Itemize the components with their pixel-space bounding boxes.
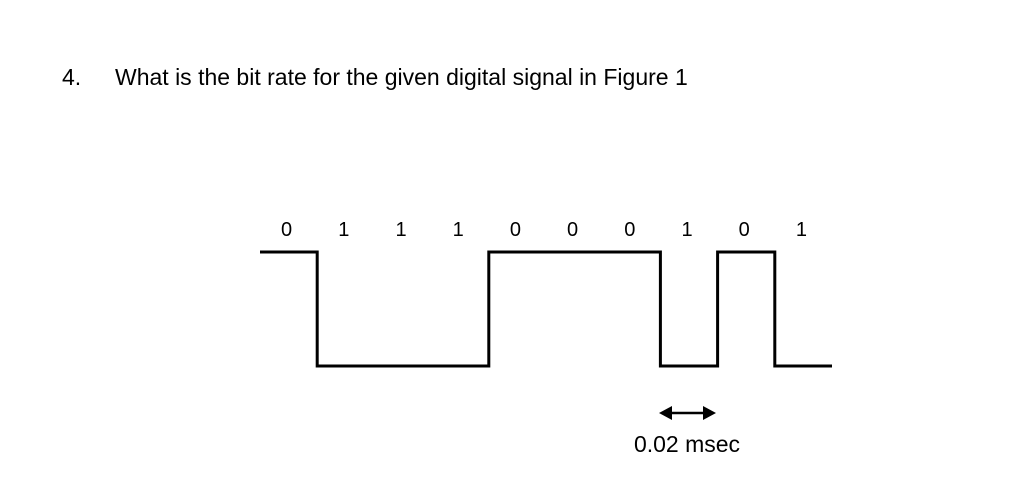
question-number: 4.: [62, 64, 82, 90]
bit-label: 0: [510, 219, 521, 241]
bit-label: 1: [395, 219, 406, 241]
bit-label: 0: [281, 219, 292, 241]
bit-label: 1: [338, 219, 349, 241]
duration-arrow-icon: [659, 406, 716, 420]
bit-duration-label: 0.02 msec: [634, 431, 740, 457]
bit-label: 1: [681, 219, 692, 241]
bit-label: 1: [453, 219, 464, 241]
bit-label: 0: [739, 219, 750, 241]
digital-waveform: [260, 250, 832, 368]
bit-label: 0: [624, 219, 635, 241]
bit-label: 1: [796, 219, 807, 241]
bit-label: 0: [567, 219, 578, 241]
question-text: What is the bit rate for the given digit…: [115, 64, 688, 90]
